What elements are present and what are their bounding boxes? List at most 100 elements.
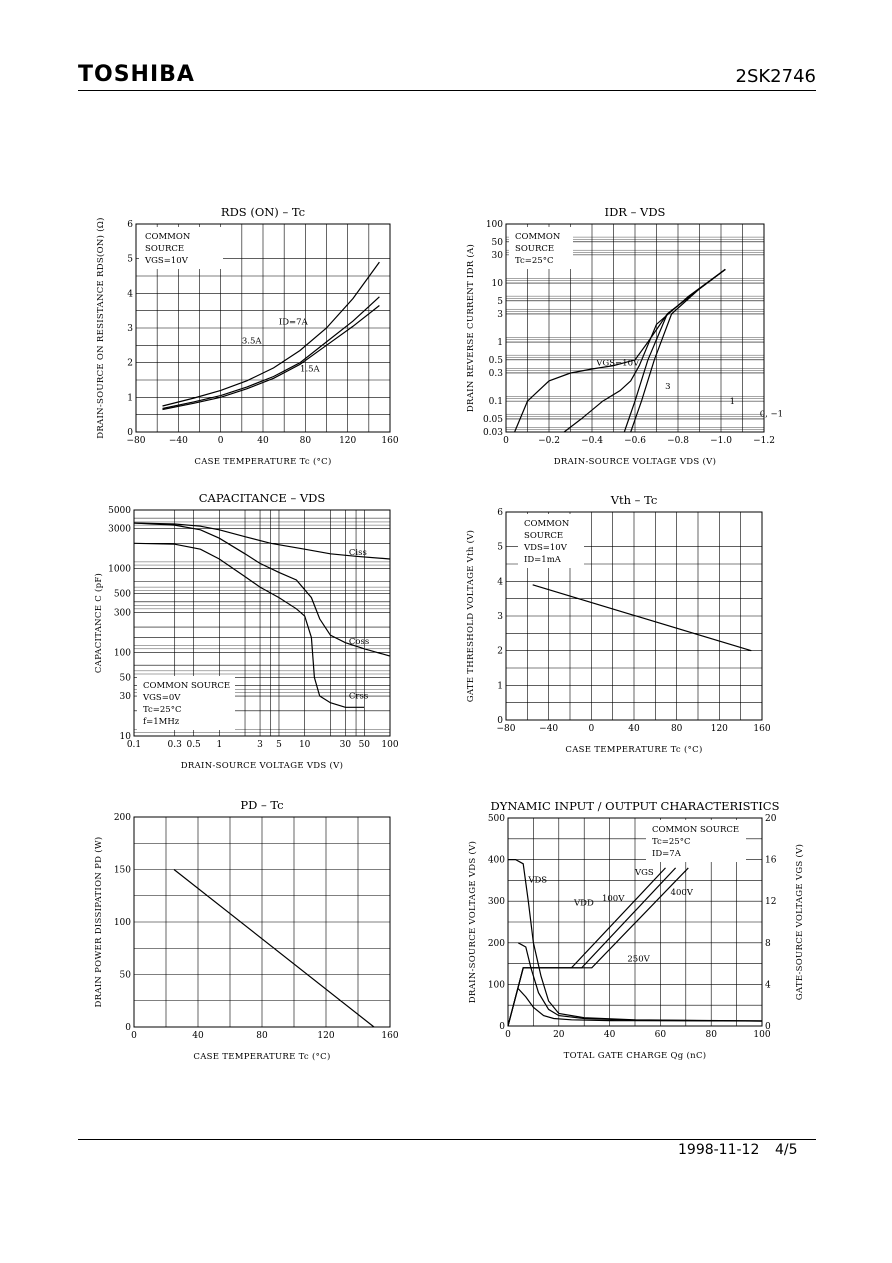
series-line bbox=[162, 305, 380, 411]
y-tick-label: 200 bbox=[114, 813, 131, 823]
x-axis-label: CASE TEMPERATURE Tc (°C) bbox=[193, 1051, 330, 1062]
chart-dynamic-characteristics: 0 20 40 60 80 1000100200300400500048121620GAT… bbox=[467, 799, 805, 1061]
curve-label: 100V bbox=[602, 894, 625, 904]
series-line bbox=[173, 869, 375, 1028]
brand-logo: TOSHIBA bbox=[78, 62, 195, 87]
y-tick-label: 0 bbox=[497, 716, 503, 726]
y-tick-label: 10 bbox=[120, 732, 132, 742]
y-tick-label: 0 bbox=[499, 1022, 505, 1032]
chart-vth-vs-tc: −80 −40 0 40 80 120 160 0 1 2 3 4 5 6 Vth – Tc CASE TEM… bbox=[465, 493, 771, 755]
curve-label: VDD bbox=[573, 898, 594, 908]
y-tick-label: 1000 bbox=[108, 565, 131, 575]
y-tick-label: 4 bbox=[497, 577, 503, 587]
footer-page: 4/5 bbox=[775, 1142, 798, 1158]
note-line: Tc=25°C bbox=[515, 256, 553, 266]
x-tick-label: 5 bbox=[276, 740, 282, 750]
curve-label: 1 bbox=[730, 397, 735, 407]
note-box bbox=[509, 227, 573, 269]
note-line: COMMON SOURCE bbox=[143, 681, 230, 691]
note-line: SOURCE bbox=[145, 244, 184, 254]
x-tick-label: −0.6 bbox=[624, 436, 646, 446]
x-tick-label: 40 bbox=[604, 1030, 616, 1040]
x-axis-label: DRAIN-SOURCE VOLTAGE VDS (V) bbox=[554, 456, 716, 467]
y2-tick-label: 12 bbox=[765, 897, 776, 907]
plot-frame bbox=[133, 816, 391, 1028]
y-tick-label: 200 bbox=[488, 939, 505, 949]
chart-title: Vth – Tc bbox=[610, 493, 658, 507]
y-tick-label: 300 bbox=[488, 897, 505, 907]
x-tick-label: 20 bbox=[553, 1030, 565, 1040]
x-tick-label: 0.5 bbox=[186, 740, 201, 750]
x-tick-label: 0 bbox=[131, 1031, 137, 1041]
x-tick-label: 60 bbox=[655, 1030, 667, 1040]
y2-tick-label: 16 bbox=[765, 856, 777, 866]
x-tick-label: 160 bbox=[381, 1031, 398, 1041]
curve-label: VGS bbox=[634, 868, 654, 878]
y-tick-label: 300 bbox=[114, 608, 131, 618]
y2-tick-label: 8 bbox=[765, 939, 771, 949]
series-line bbox=[162, 261, 380, 407]
x-tick-label: 0 bbox=[588, 724, 594, 734]
y-tick-label: 10 bbox=[492, 279, 504, 289]
x-tick-label: 3 bbox=[257, 740, 263, 750]
note-line: Tc=25°C bbox=[143, 705, 181, 715]
curve-label: 1.5A bbox=[300, 364, 321, 374]
y-tick-label: 50 bbox=[492, 238, 504, 248]
curve-label: 0, −1 bbox=[760, 409, 783, 419]
x-tick-label: 30 bbox=[340, 740, 352, 750]
x-tick-label: 100 bbox=[381, 740, 398, 750]
series-line bbox=[133, 542, 365, 708]
y-tick-label: 5000 bbox=[108, 506, 131, 516]
series-line bbox=[507, 867, 689, 1027]
y2-tick-label: 0 bbox=[765, 1022, 771, 1032]
y-tick-label: 50 bbox=[120, 971, 132, 981]
series-line bbox=[532, 584, 752, 652]
x-tick-label: 80 bbox=[300, 436, 312, 446]
y-tick-label: 0 bbox=[125, 1023, 131, 1033]
y-tick-label: 100 bbox=[114, 648, 131, 658]
y-tick-label: 5 bbox=[127, 255, 133, 265]
y-axis-label: CAPACITANCE C (pF) bbox=[93, 573, 104, 673]
curve-label: Coss bbox=[349, 637, 369, 647]
x-tick-label: 120 bbox=[317, 1031, 334, 1041]
y-tick-label: 2 bbox=[497, 647, 503, 657]
note-line: SOURCE bbox=[515, 244, 554, 254]
y2-axis-label: GATE-SOURCE VOLTAGE VGS (V) bbox=[794, 844, 805, 1000]
y-axis-label: DRAIN POWER DISSIPATION PD (W) bbox=[93, 837, 104, 1008]
curve-label: VDS bbox=[527, 875, 547, 885]
y-tick-label: 5 bbox=[497, 297, 503, 307]
y-tick-label: 500 bbox=[114, 590, 131, 600]
note-line: VGS=10V bbox=[144, 256, 189, 266]
curve-label: 250V bbox=[627, 955, 650, 965]
curve-label: ID=7A bbox=[279, 318, 309, 328]
y-axis-label: GATE THRESHOLD VOLTAGE Vth (V) bbox=[465, 530, 476, 703]
curve-label: VGS=10V bbox=[595, 359, 640, 369]
plot-frame bbox=[505, 223, 765, 433]
x-tick-label: −0.4 bbox=[581, 436, 603, 446]
chart-title: DYNAMIC INPUT / OUTPUT CHARACTERISTICS bbox=[491, 799, 780, 813]
note-line: COMMON SOURCE bbox=[652, 825, 739, 835]
x-tick-label: 160 bbox=[381, 436, 398, 446]
note-line: VGS=0V bbox=[142, 693, 181, 703]
y-tick-label: 0.5 bbox=[489, 356, 504, 366]
y2-tick-label: 20 bbox=[765, 814, 777, 824]
plot-frame bbox=[507, 817, 763, 1027]
x-tick-label: −40 bbox=[169, 436, 188, 446]
series-line bbox=[162, 296, 380, 409]
note-box bbox=[518, 514, 584, 568]
y-tick-label: 1 bbox=[497, 338, 503, 348]
curve-label: Ciss bbox=[349, 548, 367, 558]
y-tick-label: 100 bbox=[114, 918, 131, 928]
y-tick-label: 400 bbox=[488, 856, 505, 866]
x-tick-label: 40 bbox=[628, 724, 640, 734]
note-line: COMMON bbox=[524, 519, 570, 529]
x-axis-label: DRAIN-SOURCE VOLTAGE VDS (V) bbox=[181, 760, 343, 771]
y-tick-label: 150 bbox=[114, 866, 131, 876]
x-tick-label: 80 bbox=[671, 724, 683, 734]
chart-title: IDR – VDS bbox=[605, 205, 666, 219]
x-tick-label: 40 bbox=[192, 1031, 204, 1041]
x-tick-label: 0 bbox=[503, 436, 509, 446]
chart-idr-vs-vds: 0 −0.2 −0.4 −0.6 −0.8 −1.0 −1.2 0.03 0.05 0.1 0.3 0… bbox=[465, 205, 783, 467]
y-tick-label: 3 bbox=[497, 612, 503, 622]
part-number: 2SK2746 bbox=[735, 66, 817, 87]
